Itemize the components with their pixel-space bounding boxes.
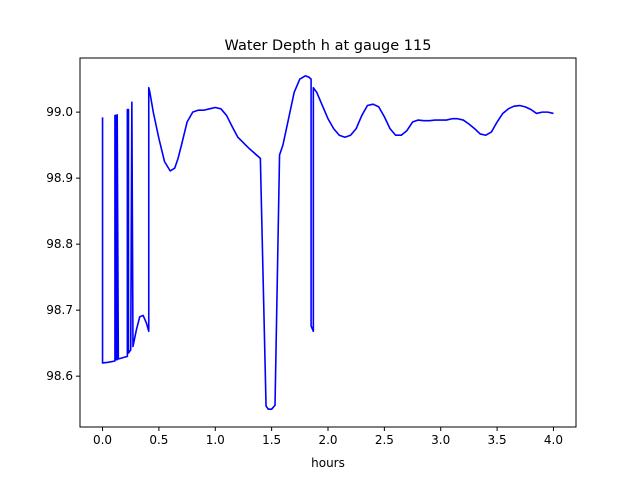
x-tick-label: 1.0: [206, 433, 225, 447]
y-tick-label: 98.7: [46, 303, 73, 317]
y-tick-label: 99.0: [46, 105, 73, 119]
y-tick-label: 98.8: [46, 237, 73, 251]
x-tick-label: 3.0: [431, 433, 450, 447]
series-group: [101, 75, 554, 410]
y-tick-label: 98.6: [46, 369, 73, 383]
plot-area: [79, 57, 577, 428]
x-tick-label: 3.5: [488, 433, 507, 447]
chart-title: Water Depth h at gauge 115: [225, 38, 432, 54]
series-line-0: [101, 75, 554, 410]
x-axis-label: hours: [311, 456, 345, 470]
x-tick-label: 4.0: [544, 433, 563, 447]
x-tick-label: 0.5: [149, 433, 168, 447]
x-axis-ticks: 0.0 0.5 1.0 1.5 2.0 2.5 3.0 3.5 4.0: [93, 427, 563, 447]
x-tick-label: 2.0: [318, 433, 337, 447]
y-axis-ticks: 98.6 98.7 98.8 98.9 99.0: [46, 105, 80, 383]
x-tick-label: 0.0: [93, 433, 112, 447]
x-tick-label: 2.5: [375, 433, 394, 447]
x-tick-label: 1.5: [262, 433, 281, 447]
y-tick-label: 98.9: [46, 171, 73, 185]
